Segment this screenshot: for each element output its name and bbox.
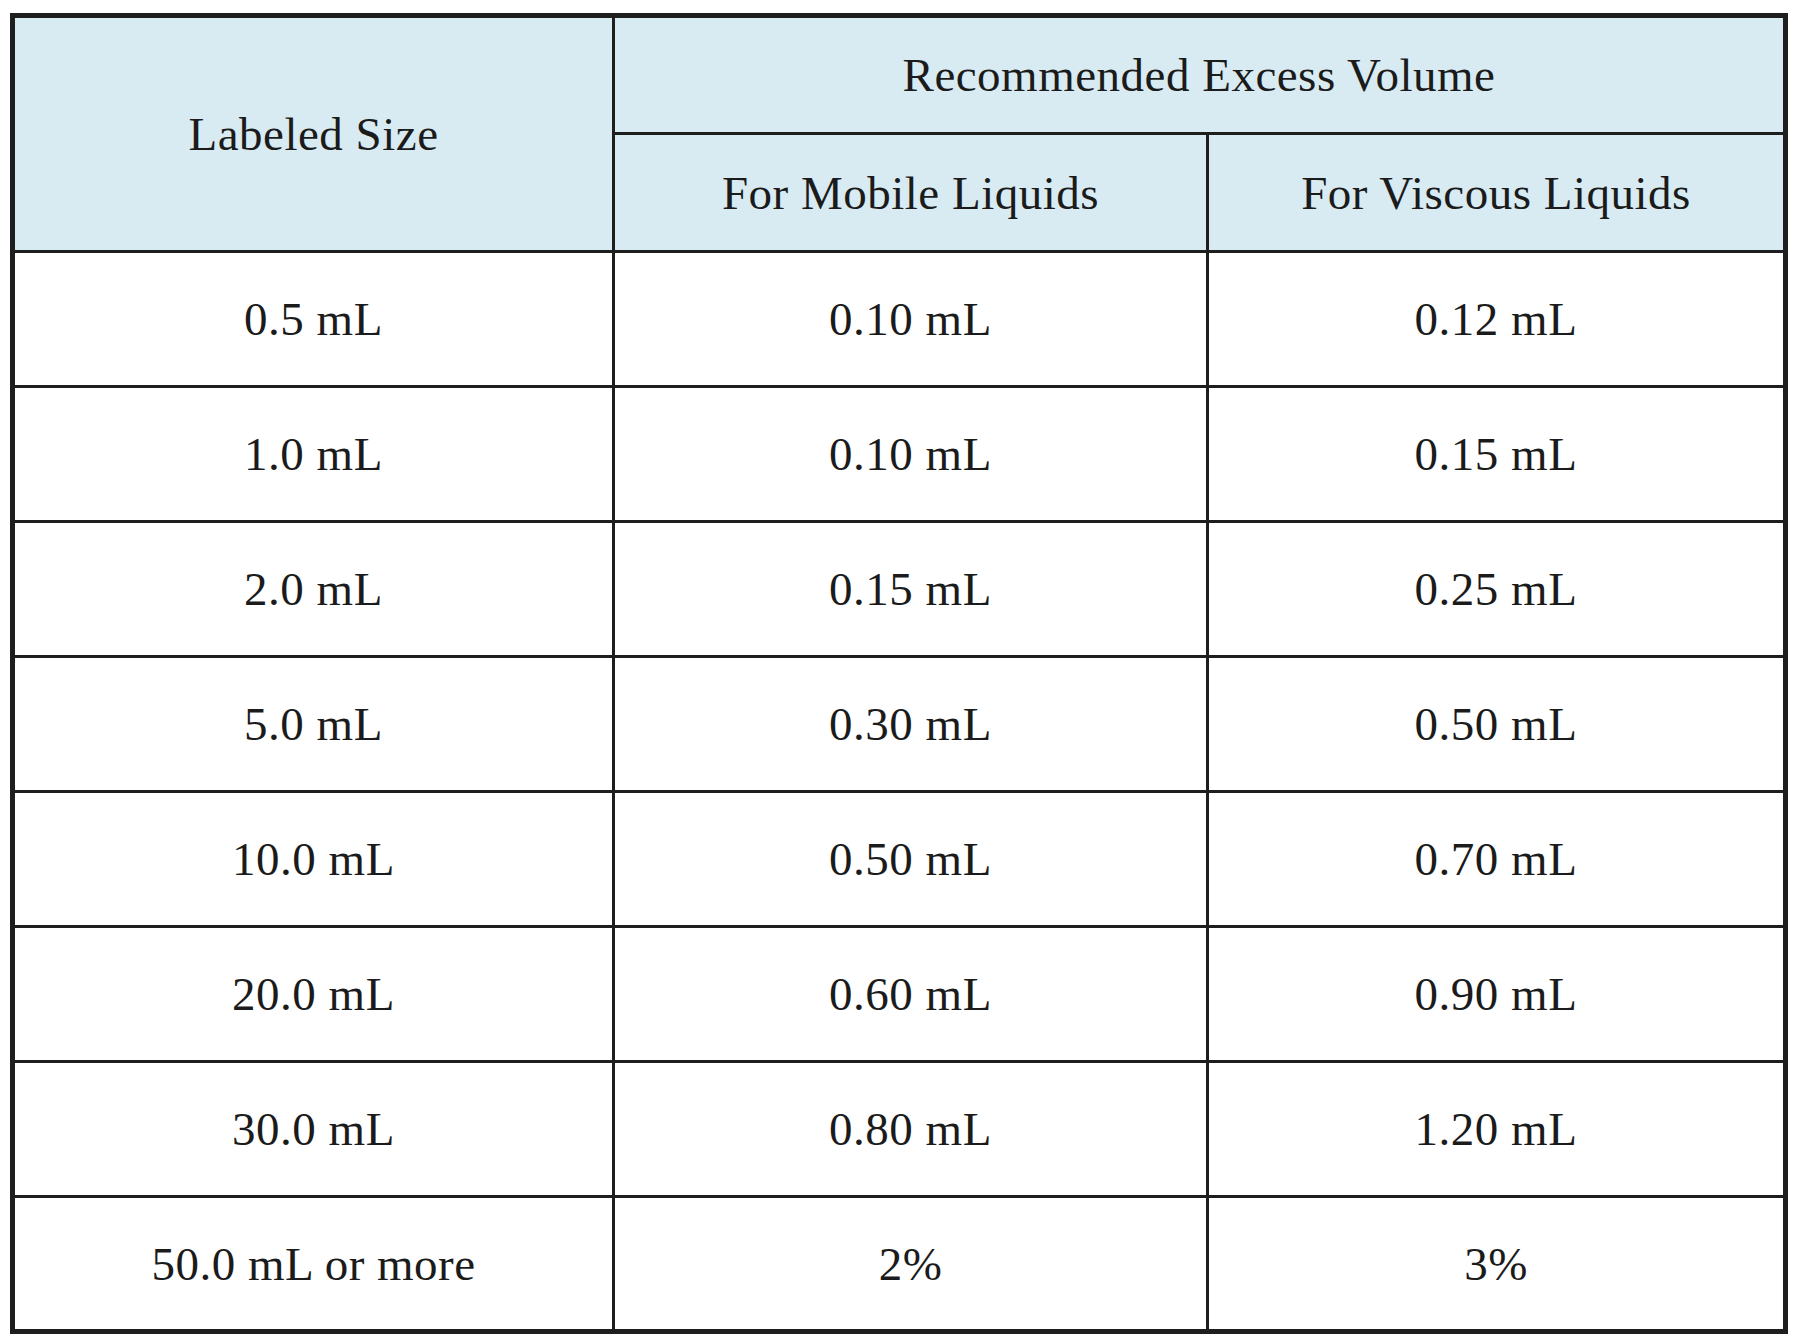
- col-header-mobile-liquids: For Mobile Liquids: [614, 134, 1208, 252]
- cell-labeled-size: 2.0 mL: [13, 522, 614, 657]
- cell-labeled-size: 1.0 mL: [13, 387, 614, 522]
- col-header-group-excess-volume: Recommended Excess Volume: [614, 16, 1786, 134]
- cell-mobile-liquids: 0.60 mL: [614, 927, 1208, 1062]
- table-row: 2.0 mL 0.15 mL 0.25 mL: [13, 522, 1786, 657]
- cell-mobile-liquids: 0.10 mL: [614, 252, 1208, 387]
- cell-viscous-liquids: 3%: [1208, 1197, 1786, 1332]
- col-header-viscous-liquids: For Viscous Liquids: [1208, 134, 1786, 252]
- table-body: 0.5 mL 0.10 mL 0.12 mL 1.0 mL 0.10 mL 0.…: [13, 252, 1786, 1332]
- cell-labeled-size: 5.0 mL: [13, 657, 614, 792]
- cell-mobile-liquids: 0.10 mL: [614, 387, 1208, 522]
- cell-mobile-liquids: 0.15 mL: [614, 522, 1208, 657]
- table-row: 50.0 mL or more 2% 3%: [13, 1197, 1786, 1332]
- cell-labeled-size: 50.0 mL or more: [13, 1197, 614, 1332]
- cell-mobile-liquids: 0.80 mL: [614, 1062, 1208, 1197]
- col-header-labeled-size: Labeled Size: [13, 16, 614, 252]
- cell-labeled-size: 10.0 mL: [13, 792, 614, 927]
- table-row: 5.0 mL 0.30 mL 0.50 mL: [13, 657, 1786, 792]
- cell-viscous-liquids: 0.50 mL: [1208, 657, 1786, 792]
- table-row: 0.5 mL 0.10 mL 0.12 mL: [13, 252, 1786, 387]
- cell-viscous-liquids: 0.90 mL: [1208, 927, 1786, 1062]
- header-row-group: Labeled Size Recommended Excess Volume: [13, 16, 1786, 134]
- cell-labeled-size: 0.5 mL: [13, 252, 614, 387]
- table-row: 20.0 mL 0.60 mL 0.90 mL: [13, 927, 1786, 1062]
- cell-mobile-liquids: 2%: [614, 1197, 1208, 1332]
- table-row: 10.0 mL 0.50 mL 0.70 mL: [13, 792, 1786, 927]
- cell-viscous-liquids: 1.20 mL: [1208, 1062, 1786, 1197]
- cell-labeled-size: 20.0 mL: [13, 927, 614, 1062]
- cell-viscous-liquids: 0.12 mL: [1208, 252, 1786, 387]
- cell-mobile-liquids: 0.50 mL: [614, 792, 1208, 927]
- table-header: Labeled Size Recommended Excess Volume F…: [13, 16, 1786, 252]
- table-row: 1.0 mL 0.10 mL 0.15 mL: [13, 387, 1786, 522]
- cell-viscous-liquids: 0.15 mL: [1208, 387, 1786, 522]
- cell-viscous-liquids: 0.70 mL: [1208, 792, 1786, 927]
- cell-mobile-liquids: 0.30 mL: [614, 657, 1208, 792]
- recommended-excess-volume-table: Labeled Size Recommended Excess Volume F…: [10, 13, 1788, 1334]
- table-row: 30.0 mL 0.80 mL 1.20 mL: [13, 1062, 1786, 1197]
- cell-labeled-size: 30.0 mL: [13, 1062, 614, 1197]
- cell-viscous-liquids: 0.25 mL: [1208, 522, 1786, 657]
